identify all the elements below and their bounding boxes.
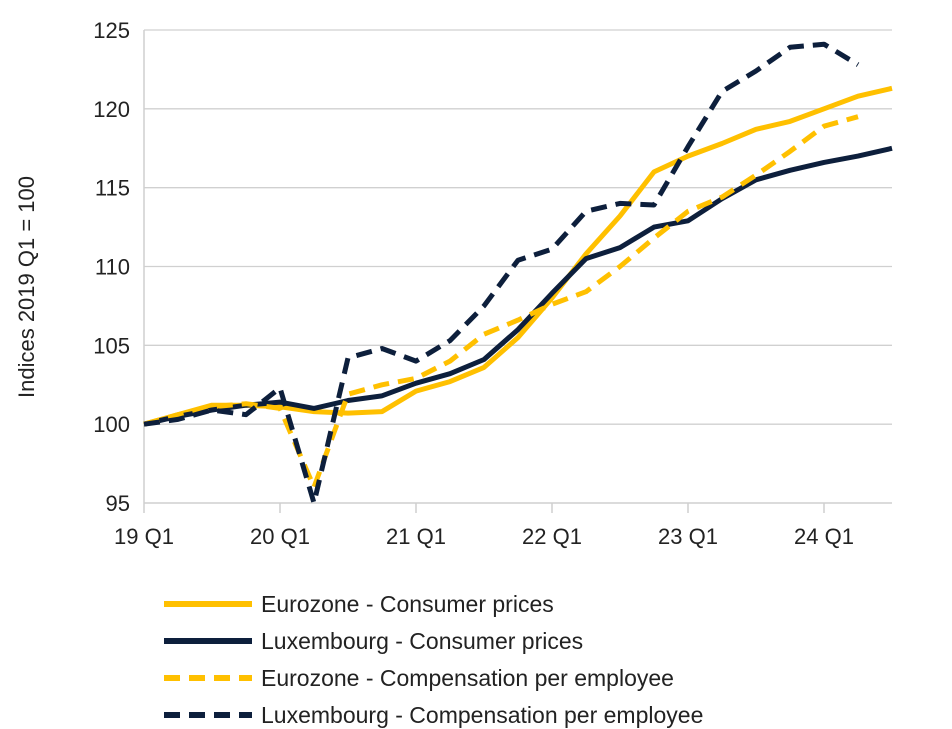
legend-label: Eurozone - Consumer prices — [261, 591, 554, 617]
y-tick-label: 110 — [95, 255, 130, 280]
series-line-2 — [143, 145, 893, 427]
legend: Eurozone - Consumer prices Luxembourg - C… — [164, 591, 703, 728]
y-tick-label: 125 — [93, 18, 130, 43]
x-tick-labels: 19 Q1 20 Q1 21 Q1 22 Q1 23 Q1 24 Q1 — [114, 503, 854, 549]
x-tick-label: 20 Q1 — [250, 524, 310, 549]
series-line-4 — [143, 41, 860, 506]
legend-label: Eurozone - Compensation per employee — [261, 665, 674, 691]
x-tick-label: 21 Q1 — [386, 524, 446, 549]
x-tick-label: 22 Q1 — [522, 524, 582, 549]
x-tick-label: 19 Q1 — [114, 524, 174, 549]
series-line-3 — [143, 114, 859, 490]
y-tick-labels: 95 100 105 110 115 120 125 — [93, 18, 130, 516]
y-tick-label: 105 — [93, 333, 130, 358]
series-line-1 — [143, 85, 893, 427]
legend-label: Luxembourg - Consumer prices — [261, 628, 583, 654]
y-tick-label: 95 — [106, 491, 130, 516]
y-tick-label: 115 — [95, 176, 130, 201]
x-tick-label: 23 Q1 — [658, 524, 718, 549]
y-tick-label: 120 — [93, 97, 130, 122]
legend-label: Luxembourg - Compensation per employee — [261, 702, 703, 728]
series-lines — [143, 41, 893, 506]
x-tick-label: 24 Q1 — [794, 524, 854, 549]
y-axis-label: Indices 2019 Q1 = 100 — [14, 176, 39, 398]
y-tick-label: 100 — [93, 412, 130, 437]
gridlines — [144, 29, 892, 425]
